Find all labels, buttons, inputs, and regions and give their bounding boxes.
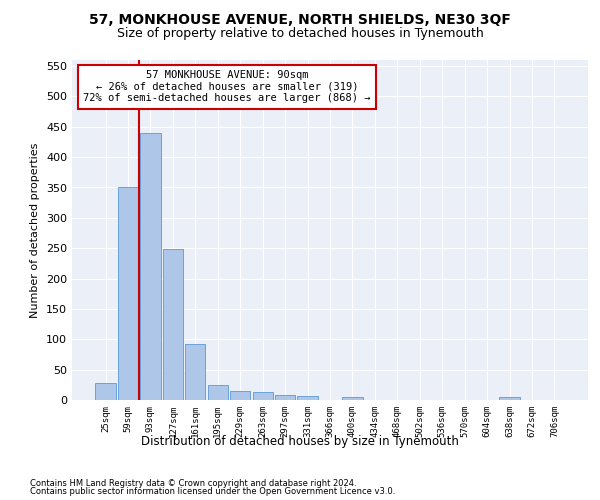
Bar (275, 395, 295, 400)
Bar (163, 250, 183, 400)
Bar (140, 133, 161, 400)
Bar (230, 391, 250, 400)
Y-axis label: Number of detached properties: Number of detached properties (31, 142, 40, 318)
Bar (298, 396, 317, 400)
Bar (499, 397, 520, 400)
Bar (185, 344, 205, 400)
Bar (95, 383, 116, 400)
Bar (208, 385, 228, 400)
Bar (253, 392, 273, 400)
Bar (343, 397, 362, 400)
Text: Size of property relative to detached houses in Tynemouth: Size of property relative to detached ho… (116, 28, 484, 40)
Text: 57 MONKHOUSE AVENUE: 90sqm
← 26% of detached houses are smaller (319)
72% of sem: 57 MONKHOUSE AVENUE: 90sqm ← 26% of deta… (83, 70, 371, 103)
Text: Distribution of detached houses by size in Tynemouth: Distribution of detached houses by size … (141, 435, 459, 448)
Text: Contains HM Land Registry data © Crown copyright and database right 2024.: Contains HM Land Registry data © Crown c… (30, 478, 356, 488)
Text: Contains public sector information licensed under the Open Government Licence v3: Contains public sector information licen… (30, 488, 395, 496)
Bar (118, 188, 138, 400)
Text: 57, MONKHOUSE AVENUE, NORTH SHIELDS, NE30 3QF: 57, MONKHOUSE AVENUE, NORTH SHIELDS, NE3… (89, 12, 511, 26)
